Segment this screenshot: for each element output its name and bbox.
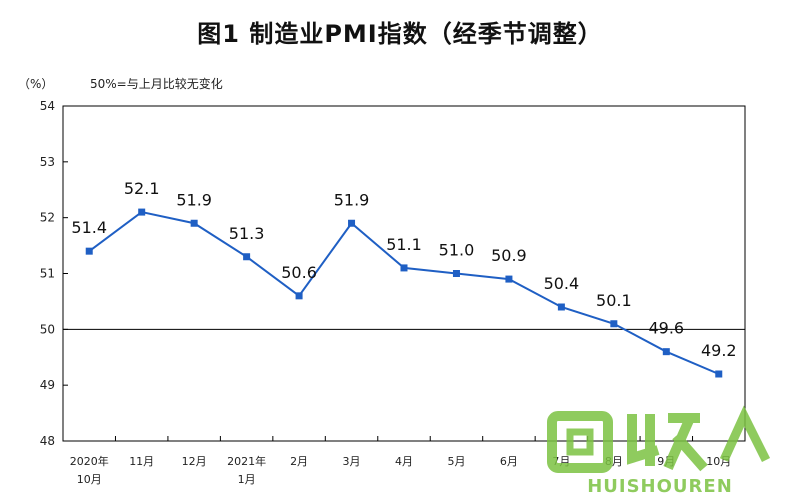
data-point xyxy=(348,219,356,227)
reference-note: 50%=与上月比较无变化 xyxy=(90,77,223,91)
data-label: 51.4 xyxy=(71,218,107,237)
y-tick-label: 52 xyxy=(40,211,55,225)
data-label: 50.4 xyxy=(544,274,580,293)
data-point xyxy=(505,275,513,283)
data-point xyxy=(85,247,93,255)
data-point xyxy=(400,264,408,272)
data-point xyxy=(243,253,251,261)
data-label: 50.1 xyxy=(596,291,632,310)
data-point xyxy=(557,303,565,311)
y-tick-label: 54 xyxy=(40,99,55,113)
data-label: 49.6 xyxy=(648,319,684,338)
x-tick-label: 5月 xyxy=(447,455,465,468)
watermark-text: HUISHOUREN xyxy=(587,476,733,497)
data-point xyxy=(610,320,618,328)
data-label: 49.2 xyxy=(701,341,737,360)
data-label: 51.9 xyxy=(334,190,370,209)
y-axis-unit-label: （%） xyxy=(18,77,54,91)
x-tick-label: 4月 xyxy=(395,455,413,468)
data-point xyxy=(715,370,723,378)
x-tick-label: 2021年 xyxy=(227,454,266,468)
data-label: 51.3 xyxy=(229,224,265,243)
data-label: 51.1 xyxy=(386,235,422,254)
plot-frame xyxy=(62,105,746,442)
data-point xyxy=(138,208,146,216)
y-tick-label: 49 xyxy=(40,378,55,392)
data-label: 51.0 xyxy=(439,241,475,260)
data-label: 51.9 xyxy=(176,190,212,209)
watermark-logo: HUISHOUREN xyxy=(547,405,771,497)
x-tick-label: 3月 xyxy=(343,455,361,468)
data-point xyxy=(295,292,303,300)
y-tick-label: 50 xyxy=(40,322,55,336)
y-tick-label: 51 xyxy=(40,267,55,281)
x-tick-label: 6月 xyxy=(500,455,518,468)
data-label: 50.6 xyxy=(281,263,317,282)
data-label: 50.9 xyxy=(491,246,527,265)
x-tick-label: 2020年 xyxy=(70,454,109,468)
chart-title: 图1 制造业PMI指数（经季节调整） xyxy=(197,20,603,48)
data-point xyxy=(452,270,460,277)
x-tick-label: 10月 xyxy=(77,473,102,486)
x-tick-label: 12月 xyxy=(182,455,207,468)
data-point xyxy=(190,219,198,227)
x-tick-label: 1月 xyxy=(238,473,256,486)
x-tick-label: 2月 xyxy=(290,455,308,468)
data-label: 52.1 xyxy=(124,179,160,198)
y-tick-label: 53 xyxy=(40,155,55,169)
data-point xyxy=(662,348,670,356)
y-tick-label: 48 xyxy=(40,434,55,448)
x-tick-label: 11月 xyxy=(129,455,154,468)
